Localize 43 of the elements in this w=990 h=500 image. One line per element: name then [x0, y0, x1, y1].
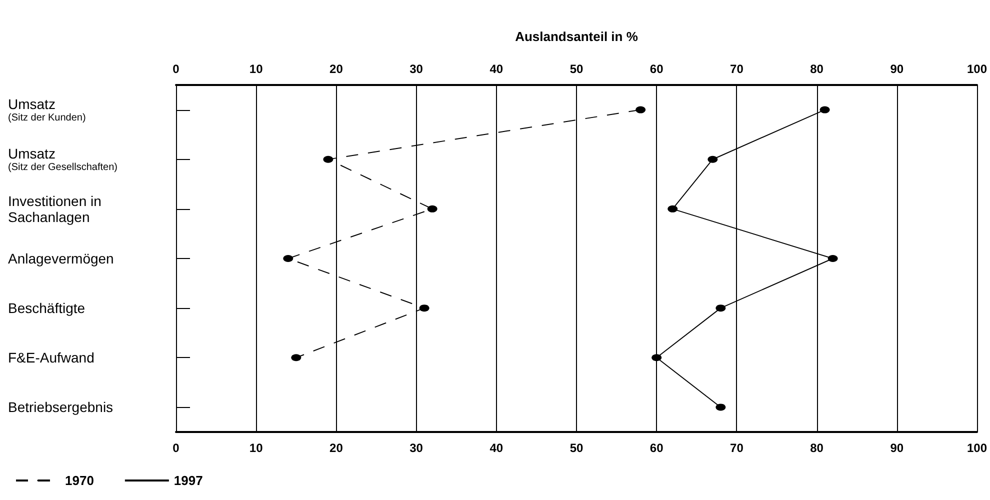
y-tick-label: Investitionen in Sachanlagen	[8, 192, 102, 225]
x2-tick-label: 30	[410, 441, 424, 455]
x-tick-label: 80	[810, 62, 824, 76]
y-tick-label: Betriebsergebnis	[8, 399, 114, 416]
x-tick-label: 90	[890, 62, 904, 76]
y-tick-label: F&E-Aufwand	[8, 350, 94, 366]
legend-label: 1970	[65, 473, 94, 488]
x-tick-label: 70	[730, 62, 744, 76]
x2-tick-label: 80	[810, 441, 824, 455]
x-tick-label: 100	[966, 62, 988, 76]
point	[716, 404, 726, 411]
point	[427, 205, 438, 212]
point	[636, 106, 646, 114]
point	[419, 304, 430, 312]
x2-tick-label: 50	[570, 441, 584, 455]
y-tick-label: Umsatz (Sitz der Kunden)	[8, 96, 86, 124]
point	[716, 304, 726, 312]
y-tick-label: Umsatz (Sitz der Gesellschaften)	[8, 145, 118, 173]
x2-tick-label: 90	[890, 441, 904, 455]
x-tick-label: 30	[410, 62, 424, 76]
point	[291, 354, 302, 362]
point	[652, 354, 662, 362]
x2-tick-label: 60	[650, 441, 664, 455]
x-axis-title: Auslandsanteil in %	[515, 29, 638, 44]
x-tick-label: 10	[249, 62, 264, 76]
y-tick-label: Beschäftigte	[8, 300, 86, 316]
x-tick-label: 50	[570, 62, 584, 76]
y-tick-label: Anlagevermögen	[8, 250, 114, 266]
x2-tick-label: 10	[249, 441, 264, 455]
x2-tick-label: 20	[330, 441, 344, 455]
x2-tick-label: 40	[490, 441, 504, 455]
x-tick-label: 0	[172, 62, 180, 76]
x2-tick-label: 70	[730, 441, 744, 455]
x-tick-label: 20	[330, 62, 344, 76]
point	[820, 106, 830, 114]
x2-tick-label: 0	[172, 441, 180, 455]
point	[708, 156, 718, 163]
x-tick-label: 60	[650, 62, 664, 76]
legend-label: 1997	[174, 473, 203, 488]
point	[323, 156, 334, 163]
x-tick-label: 40	[490, 62, 504, 76]
x2-tick-label: 100	[966, 441, 988, 455]
point	[668, 205, 678, 212]
